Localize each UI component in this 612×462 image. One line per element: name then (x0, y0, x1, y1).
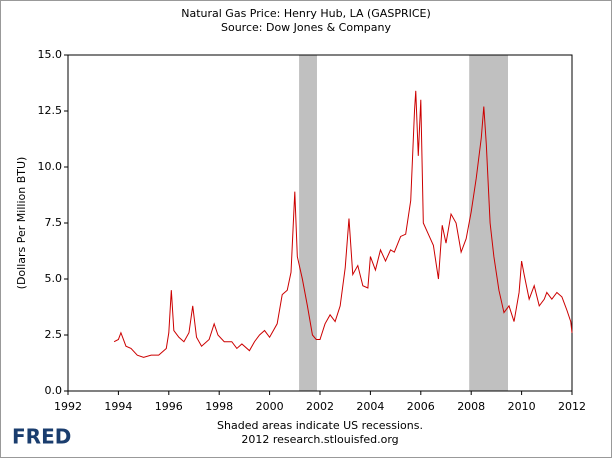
y-tick-label: 15.0 (38, 48, 63, 61)
x-tick-label: 1992 (54, 400, 82, 413)
x-tick-label: 2012 (558, 400, 586, 413)
y-tick-label: 12.5 (38, 104, 63, 117)
y-tick-label: 7.5 (45, 216, 63, 229)
y-tick-label: 5.0 (45, 272, 63, 285)
x-tick-label: 2010 (508, 400, 536, 413)
x-tick-label: 1998 (205, 400, 233, 413)
x-tick-label: 1996 (155, 400, 183, 413)
recession (299, 55, 317, 391)
logo: FRED (12, 425, 71, 449)
line-series (113, 90, 573, 358)
chart-subtitle: Source: Dow Jones & Company (221, 21, 392, 34)
y-tick-label: 2.5 (45, 328, 63, 341)
x-tick-label: 2006 (407, 400, 435, 413)
y-tick-label: 10.0 (38, 160, 63, 173)
y-axis-label: (Dollars Per Million BTU) (15, 157, 28, 290)
x-tick-label: 1994 (104, 400, 132, 413)
x-tick-label: 2004 (356, 400, 384, 413)
x-tick-label: 2000 (256, 400, 284, 413)
chart-title: Natural Gas Price: Henry Hub, LA (GASPRI… (181, 7, 431, 20)
recession (469, 55, 508, 391)
credit: 2012 research.stlouisfed.org (241, 433, 398, 446)
note: Shaded areas indicate US recessions. (217, 419, 423, 432)
x-tick-label: 2002 (306, 400, 334, 413)
y-tick-label: 0.0 (45, 384, 63, 397)
x-tick-label: 2008 (457, 400, 485, 413)
